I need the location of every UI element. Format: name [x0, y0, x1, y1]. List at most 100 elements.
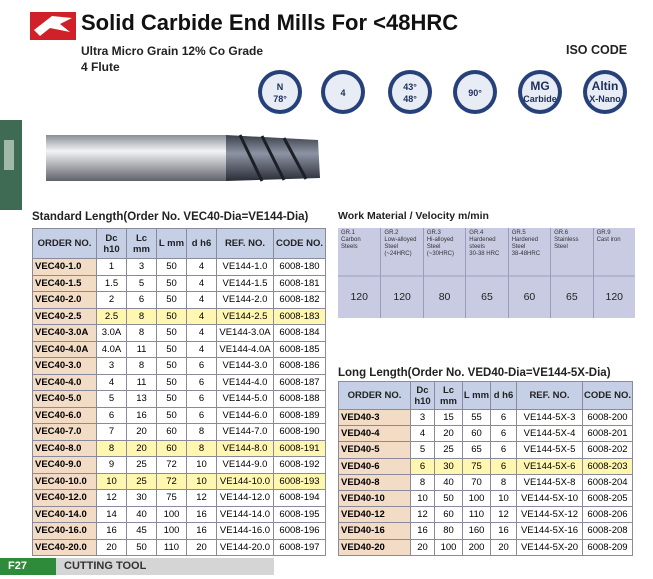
cell: 70 [462, 473, 491, 491]
cell: 10 [186, 456, 217, 474]
cell: VED40-6 [338, 457, 411, 475]
material-group: GR.3 Hi-alloyed Steel (~30HRC) 80 [422, 228, 465, 318]
cell: VE144-14.0 [216, 505, 274, 523]
cell: 8 [186, 423, 217, 441]
cell: 4 [186, 307, 217, 325]
cell: 6 [490, 441, 517, 459]
cell: VE144-5X-12 [516, 506, 583, 524]
column-header: Lc mm [434, 381, 463, 410]
cell: 13 [126, 390, 157, 408]
material-label: steels [469, 244, 485, 250]
cell: 50 [156, 406, 187, 424]
row: VEC40-1.0 1 3 50 4 VE144-1.0 6008-180 [32, 258, 326, 276]
velocity: 120 [350, 291, 368, 303]
cell: 14 [96, 505, 127, 523]
cell: 10 [410, 489, 435, 508]
cell: 6008-205 [582, 489, 633, 508]
title: Solid Carbide End Mills For <48HRC [81, 10, 459, 35]
row: VEC40-7.0 7 20 60 8 VE144-7.0 6008-190 [32, 423, 326, 441]
cell: 50 [156, 324, 187, 342]
cell: 50 [156, 373, 187, 391]
cell: 40 [434, 473, 463, 491]
cell: 80 [434, 522, 463, 540]
row: VEC40-8.0 8 20 60 8 VE144-8.0 6008-191 [32, 439, 326, 457]
cell: 1 [96, 258, 127, 276]
cell: 6008-181 [273, 274, 326, 292]
cell: 6008-197 [273, 538, 326, 556]
cell: 6008-182 [273, 291, 326, 309]
cell: VE144-5X-8 [516, 473, 583, 491]
cell: 6008-201 [582, 425, 633, 443]
icon-label: MG [530, 79, 549, 93]
cell: 16 [126, 406, 157, 424]
column-header: CODE NO. [273, 228, 326, 259]
cell: 4 [186, 274, 217, 292]
flutes: 4 Flute [81, 60, 120, 74]
row: VEC40-3.0 3 8 50 6 VE144-3.0 6008-186 [32, 357, 326, 375]
cell: VE144-16.0 [216, 522, 274, 540]
row: VEC40-12.0 12 30 75 12 VE144-12.0 6008-194 [32, 489, 326, 507]
section: CUTTING TOOL [64, 560, 147, 572]
cell: VEC40-3.0A [32, 324, 97, 342]
material-label: GR.5 [511, 230, 526, 236]
cell: 6008-208 [582, 522, 633, 540]
icon-label: N [277, 82, 284, 92]
material-label: Stainless [554, 237, 579, 243]
cell: 100 [462, 489, 491, 508]
cell: VE144-9.0 [216, 456, 274, 474]
material-label: Hardened [469, 237, 496, 243]
cell: VEC40-10.0 [32, 472, 97, 490]
cell: 16 [96, 522, 127, 540]
cell: 8 [186, 439, 217, 457]
cell: 45 [126, 522, 157, 540]
cell: 20 [410, 538, 435, 556]
standard-table: ORDER NO. Dc h10 Lc mm L mm d h6 REF. NO. CODE… [32, 228, 326, 556]
row: VEC40-6.0 6 16 50 6 VE144-6.0 6008-189 [32, 406, 326, 424]
column-header: Lc mm [126, 228, 157, 259]
row: VED40-6 6 30 75 6 VE144-5X-6 6008-203 [338, 457, 633, 475]
cell: 16 [186, 505, 217, 523]
iso-code: ISO CODE [566, 43, 628, 57]
velocity: 80 [438, 291, 451, 303]
cell: 3 [410, 408, 435, 427]
cell: 60 [156, 439, 187, 457]
material-label: (~30HRC) [426, 251, 455, 257]
cell: 6008-183 [273, 307, 326, 325]
cell: VEC40-4.0A [32, 340, 97, 358]
cell: 50 [126, 538, 157, 556]
cell: 10 [490, 489, 517, 508]
velocity: 65 [481, 291, 493, 303]
cell: 6 [490, 425, 517, 443]
cell: 6008-209 [582, 538, 633, 556]
material-group: GR.9 Cast iron 120 [592, 228, 635, 318]
page-number: F27 [8, 560, 27, 572]
cell: 16 [490, 522, 517, 540]
cell: 4.0A [96, 340, 127, 358]
cell: VE144-6.0 [216, 406, 274, 424]
row: VED40-3 3 15 55 6 VE144-5X-3 6008-200 [338, 408, 633, 427]
cell: 55 [462, 408, 491, 427]
cell: 6008-185 [273, 340, 326, 358]
cell: VED40-16 [338, 522, 411, 540]
material-label: Steels [341, 244, 358, 250]
cell: 3 [96, 357, 127, 375]
cell: VE144-20.0 [216, 538, 274, 556]
icon-label: Carbide [523, 94, 557, 104]
material-label: Steel [426, 244, 441, 250]
icon-face [325, 74, 361, 110]
cell: 12 [186, 489, 217, 507]
cell: VE144-1.5 [216, 274, 274, 292]
cell: 6008-193 [273, 472, 326, 490]
cell: 8 [96, 439, 127, 457]
cell: 8 [126, 307, 157, 325]
cell: 6008-192 [273, 456, 326, 474]
column-header: L mm [462, 381, 491, 410]
cell: VEC40-16.0 [32, 522, 97, 540]
cell: VEC40-2.5 [32, 307, 97, 325]
footer-tab [0, 558, 56, 575]
cell: 6 [96, 406, 127, 424]
cell: 50 [156, 357, 187, 375]
icon-label: 4 [340, 88, 345, 98]
column-header: Dc h10 [96, 228, 127, 259]
cell: VE144-4.0A [216, 340, 274, 358]
